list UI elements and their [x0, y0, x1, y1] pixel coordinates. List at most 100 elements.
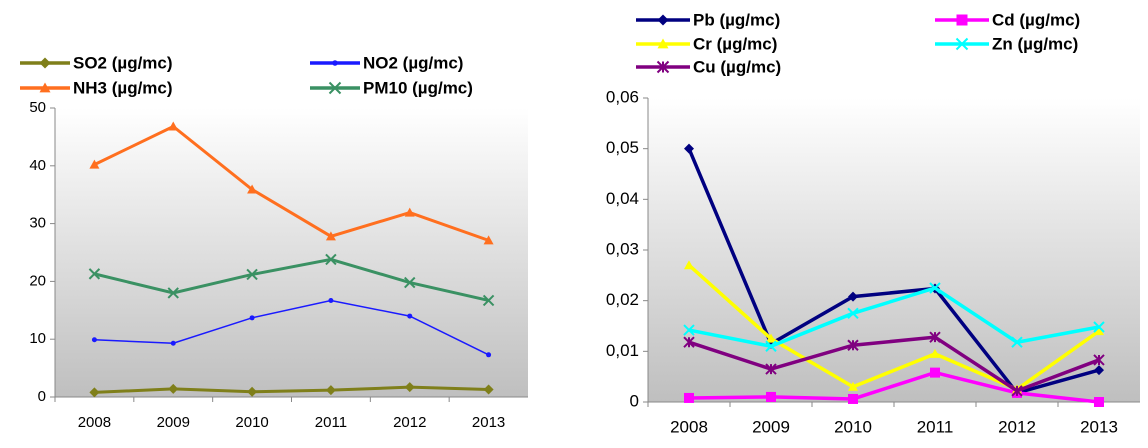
marker: [168, 383, 179, 394]
marker: [328, 297, 334, 303]
legend-label: Zn (µg/mc): [992, 34, 1078, 53]
y-tick-label: 0,03: [606, 239, 639, 258]
marker: [91, 337, 97, 343]
y-tick-label: 0,01: [606, 341, 639, 360]
x-tick-label: 2010: [235, 414, 268, 431]
series-line: [93, 124, 490, 242]
marker: [486, 352, 492, 358]
marker: [483, 235, 494, 245]
marker: [848, 291, 858, 302]
marker: [39, 57, 51, 69]
marker: [1094, 397, 1104, 407]
marker: [247, 184, 258, 194]
marker: [955, 37, 969, 51]
marker: [1011, 336, 1023, 348]
marker: [765, 363, 777, 375]
x-tick-label: 2010: [834, 417, 872, 436]
marker: [657, 38, 669, 49]
x-tick-label: 2012: [393, 414, 426, 431]
marker: [325, 231, 336, 241]
marker: [683, 324, 695, 336]
x-tick-label: 2011: [315, 414, 347, 431]
legend-label: Pb (µg/mc): [693, 10, 780, 29]
marker: [684, 143, 694, 154]
marker: [766, 333, 776, 343]
marker: [847, 339, 859, 351]
plot-background: [55, 108, 528, 397]
series-line: [94, 257, 489, 302]
marker: [482, 294, 495, 307]
marker: [332, 60, 338, 66]
series-line: [688, 370, 1100, 404]
marker: [325, 253, 337, 266]
marker: [89, 159, 100, 169]
marker: [683, 336, 695, 348]
legend-label: NO2 (µg/mc): [363, 53, 463, 72]
marker: [1093, 354, 1105, 366]
marker: [930, 367, 940, 378]
legend-label: PM10 (µg/mc): [363, 78, 473, 97]
marker: [656, 60, 670, 74]
marker: [249, 315, 255, 321]
marker: [325, 385, 336, 396]
marker: [847, 307, 859, 320]
marker: [684, 260, 694, 270]
marker: [39, 82, 51, 93]
series-line: [688, 335, 1100, 393]
series-line: [687, 147, 1100, 395]
marker: [404, 207, 415, 217]
series-line: [687, 263, 1101, 392]
marker: [848, 393, 858, 404]
y-tick-label: 30: [29, 215, 46, 232]
x-tick-label: 2009: [752, 417, 790, 436]
marker: [765, 340, 777, 352]
marker: [929, 331, 941, 343]
marker: [657, 14, 669, 26]
marker: [483, 384, 494, 395]
legend-label: SO2 (µg/mc): [73, 53, 173, 72]
series-line: [94, 385, 489, 394]
marker: [168, 121, 179, 131]
marker: [684, 392, 694, 403]
marker: [328, 81, 342, 95]
y-tick-label: 0: [38, 388, 46, 405]
y-tick-label: 10: [29, 330, 46, 347]
legend-label: NH3 (µg/mc): [73, 78, 173, 97]
x-tick-label: 2008: [78, 414, 111, 431]
x-tick-label: 2011: [917, 417, 954, 436]
y-tick-label: 0,05: [606, 138, 639, 157]
x-tick-label: 2013: [472, 414, 505, 431]
marker: [1093, 321, 1105, 333]
marker: [407, 313, 413, 319]
legend-label: Cu (µg/mc): [693, 57, 781, 76]
series-line: [688, 286, 1100, 349]
x-tick-label: 2013: [1080, 417, 1118, 436]
marker: [929, 282, 941, 294]
marker: [1094, 365, 1104, 376]
marker: [88, 268, 101, 280]
marker: [246, 268, 258, 281]
marker: [766, 391, 776, 402]
y-tick-label: 50: [29, 99, 46, 116]
x-tick-label: 2012: [998, 417, 1036, 436]
marker: [848, 381, 858, 391]
marker: [404, 276, 416, 289]
y-tick-label: 0,06: [606, 87, 639, 106]
y-tick-label: 40: [29, 157, 46, 174]
marker: [170, 340, 176, 346]
marker: [956, 14, 968, 26]
y-tick-label: 0,02: [606, 290, 639, 309]
x-tick-label: 2009: [157, 414, 190, 431]
y-tick-label: 0: [630, 391, 639, 410]
marker: [1094, 326, 1104, 336]
marker: [404, 382, 415, 393]
y-tick-label: 0,04: [606, 189, 639, 208]
legend-label: Cd (µg/mc): [992, 10, 1080, 29]
x-tick-label: 2008: [670, 417, 708, 436]
marker: [167, 287, 179, 299]
y-tick-label: 20: [29, 272, 46, 289]
marker: [930, 348, 940, 358]
marker: [1011, 385, 1023, 397]
marker: [89, 387, 100, 398]
